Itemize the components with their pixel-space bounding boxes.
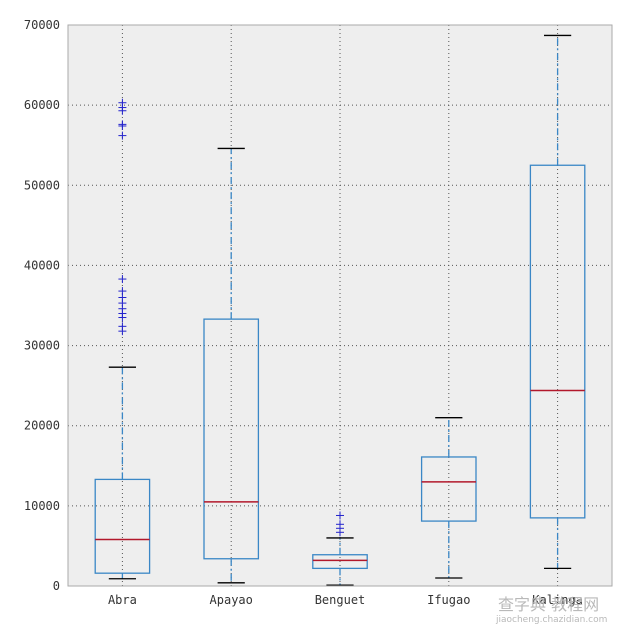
flier-point	[118, 131, 127, 140]
y-tick-label: 60000	[24, 98, 60, 112]
flier-point	[118, 120, 127, 129]
x-tick-label: Ifugao	[427, 593, 470, 607]
y-tick-label: 70000	[24, 18, 60, 32]
iqr-box	[94, 478, 151, 574]
y-tick-label: 20000	[24, 419, 60, 433]
y-tick-label: 50000	[24, 178, 60, 192]
watermark: 查字典 教程网 jiaocheng.chazidian.com	[495, 595, 607, 625]
flier-point	[118, 98, 127, 107]
x-tick-label: Kalinga	[532, 593, 583, 607]
iqr-box	[529, 164, 586, 519]
flier-point	[118, 322, 127, 331]
iqr-box	[203, 318, 260, 560]
box-apayao	[203, 147, 260, 584]
watermark-sub: jiaocheng.chazidian.com	[495, 615, 607, 625]
y-tick-label: 10000	[24, 499, 60, 513]
box-ifugao	[420, 417, 477, 579]
flier-point	[336, 520, 344, 529]
flier-point	[118, 287, 127, 296]
flier-point	[336, 511, 344, 520]
flier-point	[118, 275, 127, 284]
box-benguet	[312, 511, 368, 586]
y-axis-ticks: 0 10000 20000 30000 40000 50000 60000 70000	[24, 18, 60, 593]
box-series	[94, 34, 586, 586]
x-axis-ticks: Abra Apayao Benguet Ifugao Kalinga	[108, 593, 583, 607]
iqr-box	[312, 554, 368, 570]
box-kalinga	[529, 34, 586, 570]
x-tick-label: Benguet	[315, 593, 366, 607]
iqr-box	[420, 456, 477, 522]
y-tick-label: 30000	[24, 339, 60, 353]
y-tick-label: 40000	[24, 258, 60, 272]
watermark-main: 查字典 教程网	[498, 595, 599, 614]
box-abra	[94, 98, 151, 580]
y-tick-label: 0	[53, 579, 60, 593]
plot-frame	[67, 24, 613, 587]
x-tick-label: Abra	[108, 593, 137, 607]
x-tick-label: Apayao	[210, 593, 253, 607]
